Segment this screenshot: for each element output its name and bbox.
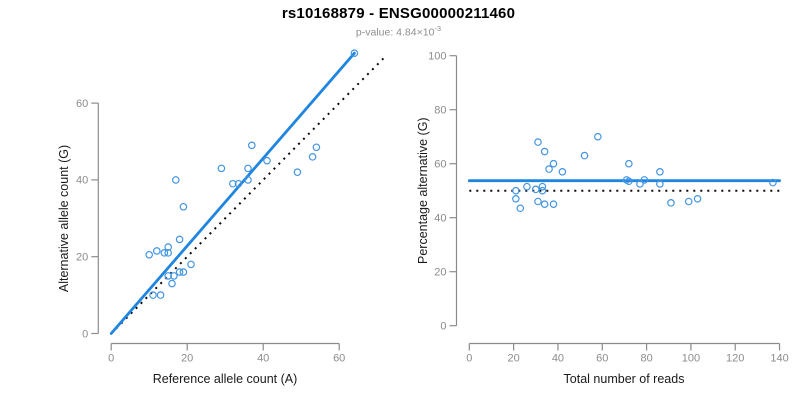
data-point <box>545 165 553 173</box>
data-point <box>168 279 176 288</box>
data-point <box>625 177 633 186</box>
data-point <box>153 247 161 255</box>
data-point <box>512 195 520 203</box>
y-tick-label: 60 <box>434 159 446 171</box>
data-point <box>512 186 520 195</box>
data-point <box>229 179 237 188</box>
y-tick-label: 40 <box>76 175 88 187</box>
plot-title: rs10168879 - ENSG00000211460 <box>281 5 516 22</box>
data-point <box>656 180 664 188</box>
x-axis-label: Reference allele count (A) <box>153 372 298 386</box>
y-axis-label: Percentage alternative (G) <box>416 117 430 264</box>
data-point <box>179 202 188 211</box>
y-tick-label: 20 <box>76 252 88 264</box>
data-point <box>248 141 256 150</box>
x-axis-label: Total number of reads <box>564 372 685 386</box>
data-point <box>558 168 567 176</box>
x-tick-label: 0 <box>108 353 114 365</box>
x-tick-label: 20 <box>181 353 193 365</box>
data-point <box>179 268 188 276</box>
y-axis: 0 20 40 60 80 100 <box>428 51 458 333</box>
data-point <box>175 235 184 244</box>
data-point <box>625 159 633 168</box>
data-point <box>149 291 157 299</box>
data-point <box>549 159 558 168</box>
data-point <box>540 200 549 209</box>
data-point <box>534 138 542 146</box>
data-point <box>308 153 317 161</box>
data-point <box>769 178 777 187</box>
data-point <box>693 195 702 203</box>
data-point <box>594 132 602 141</box>
data-point <box>187 260 195 269</box>
data-point <box>549 200 558 209</box>
data-point <box>263 156 271 165</box>
data-point <box>175 268 184 276</box>
data-points <box>512 132 777 213</box>
x-tick-label: 60 <box>596 353 608 365</box>
p-value-text: p-value: 4.84×10 <box>355 26 435 39</box>
data-point <box>531 185 540 194</box>
x-tick-label: 120 <box>726 353 744 365</box>
data-point <box>538 182 547 191</box>
data-point <box>350 49 359 57</box>
data-point <box>244 176 252 184</box>
x-axis: 0 20 40 60 <box>108 342 345 365</box>
data-points <box>145 49 359 299</box>
p-value-exponent: -3 <box>434 24 442 33</box>
x-tick-label: 80 <box>640 353 652 365</box>
y-tick-label: 0 <box>440 321 446 333</box>
x-tick-label: 40 <box>552 353 564 365</box>
y-tick-label: 40 <box>434 213 446 225</box>
data-point <box>636 180 644 188</box>
data-point <box>164 249 173 257</box>
data-point <box>217 164 226 173</box>
percentage-vs-reads-scatter: 0 20 40 60 80 100 0 20 40 60 80 100 120 140 Total numb… <box>416 51 789 387</box>
data-point <box>516 204 525 213</box>
data-point <box>234 179 243 188</box>
data-point <box>534 197 542 206</box>
data-point <box>164 243 173 251</box>
y-axis: 0 20 40 60 <box>76 98 99 340</box>
y-tick-label: 80 <box>434 105 446 117</box>
data-point <box>640 176 649 184</box>
x-tick-label: 0 <box>466 353 472 365</box>
data-point <box>656 168 664 176</box>
data-point <box>684 197 693 206</box>
p-value-subtitle: p-value: 4.84×10-3 <box>0 24 797 39</box>
data-point <box>523 182 531 191</box>
data-point <box>580 151 589 160</box>
data-point <box>538 186 547 195</box>
x-tick-label: 60 <box>333 353 345 365</box>
fit-line <box>109 51 356 335</box>
allele-counts-scatter: 0 20 40 60 0 20 40 60 Reference allele count (A)… <box>57 49 386 386</box>
x-tick-label: 140 <box>770 353 788 365</box>
y-tick-label: 60 <box>76 98 88 110</box>
x-tick-label: 40 <box>257 353 269 365</box>
data-point <box>667 199 675 207</box>
y-axis-label: Alternative allele count (G) <box>57 145 71 292</box>
y-tick-label: 20 <box>434 267 446 279</box>
data-point <box>244 164 252 173</box>
data-point <box>312 143 321 152</box>
data-point <box>293 168 302 177</box>
y-tick-label: 0 <box>82 328 88 340</box>
x-tick-label: 20 <box>507 353 519 365</box>
identity-line <box>110 56 386 335</box>
data-point <box>160 249 169 257</box>
data-point <box>145 250 154 259</box>
data-point <box>540 147 549 156</box>
x-tick-label: 100 <box>682 353 700 365</box>
data-point <box>156 291 165 299</box>
y-tick-label: 100 <box>428 51 446 63</box>
data-point <box>164 272 173 280</box>
plot-header: rs10168879 - ENSG00000211460 p-value: 4.… <box>0 5 797 39</box>
data-point <box>172 176 180 184</box>
data-point <box>170 272 178 280</box>
x-axis: 0 20 40 60 80 100 120 140 <box>466 342 789 365</box>
